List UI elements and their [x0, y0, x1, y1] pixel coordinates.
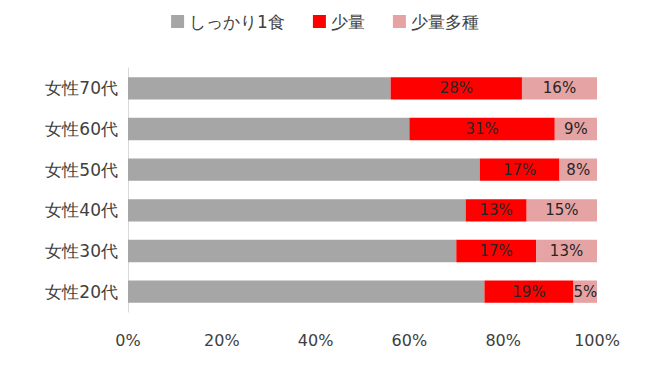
svg-text:少量多種: 少量多種 — [411, 12, 479, 32]
svg-text:13%: 13% — [550, 242, 583, 260]
svg-text:5%: 5% — [573, 283, 597, 301]
svg-text:60%: 60% — [392, 331, 428, 350]
svg-text:20%: 20% — [204, 331, 240, 350]
svg-text:女性60代: 女性60代 — [45, 119, 118, 139]
svg-text:28%: 28% — [440, 79, 473, 97]
svg-text:16%: 16% — [543, 79, 576, 97]
svg-text:40%: 40% — [298, 331, 334, 350]
svg-text:17%: 17% — [503, 161, 536, 179]
svg-text:女性70代: 女性70代 — [45, 78, 118, 98]
svg-text:13%: 13% — [479, 201, 512, 219]
svg-text:19%: 19% — [512, 283, 545, 301]
svg-text:女性50代: 女性50代 — [45, 160, 118, 180]
svg-text:15%: 15% — [545, 201, 578, 219]
svg-text:0%: 0% — [115, 331, 140, 350]
svg-text:80%: 80% — [485, 331, 521, 350]
svg-text:17%: 17% — [479, 242, 512, 260]
svg-text:9%: 9% — [564, 120, 588, 138]
svg-text:31%: 31% — [465, 120, 498, 138]
svg-text:少量: 少量 — [331, 12, 365, 32]
svg-text:100%: 100% — [574, 331, 620, 350]
svg-text:女性20代: 女性20代 — [45, 282, 118, 302]
svg-text:女性40代: 女性40代 — [45, 200, 118, 220]
svg-text:しっかり1食: しっかり1食 — [189, 12, 285, 32]
svg-text:8%: 8% — [566, 161, 590, 179]
svg-text:女性30代: 女性30代 — [45, 241, 118, 261]
